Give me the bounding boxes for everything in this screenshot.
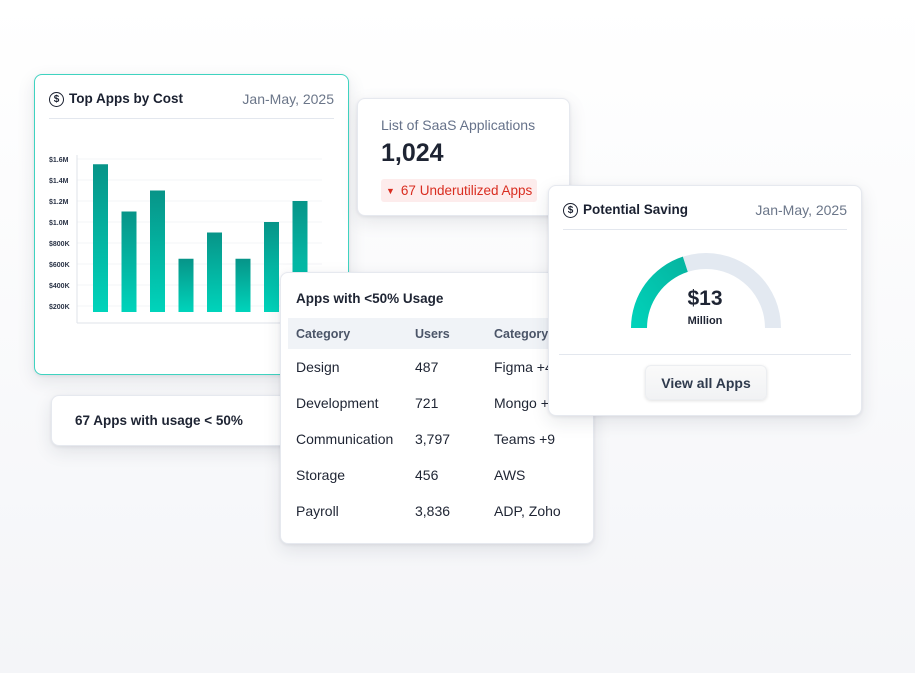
table-cell: 721 [415, 395, 439, 411]
table-cell: Teams +9 [494, 431, 556, 447]
card-header: $ Top Apps by Cost Jan-May, 2025 [49, 91, 334, 119]
date-range: Jan-May, 2025 [755, 202, 847, 218]
bar[interactable] [121, 211, 137, 313]
y-tick-label: $1.0M [49, 220, 69, 227]
table-cell: AWS [494, 467, 526, 483]
cost-bar-chart: $200K $400K $600K $800K $1.0M $1.2M $1.4M $1.6M [49, 155, 322, 324]
bar[interactable] [235, 258, 251, 312]
saas-label: List of SaaS Applications [381, 117, 536, 133]
dollar-circle-icon: $ [49, 92, 64, 107]
summary-text: 67 Apps with usage < 50% [75, 413, 243, 428]
top-apps-by-cost-card: $ Top Apps by Cost Jan-May, 2025 $200K $40… [34, 74, 349, 375]
apps-usage-summary[interactable]: 67 Apps with usage < 50% [51, 395, 296, 446]
bar[interactable] [264, 222, 279, 312]
y-tick-label: $200K [49, 304, 70, 311]
saas-applications-card: List of SaaS Applications 1,024 ▼ 67 Unde… [357, 98, 570, 216]
usage-table-card: Apps with <50% Usage Category Users Cate… [280, 272, 594, 544]
saving-unit: Million [687, 315, 723, 327]
table-cell: 3,836 [415, 503, 451, 519]
table-row[interactable]: Communication 3,797 Teams +9 [288, 421, 593, 457]
usage-title: Apps with <50% Usage [296, 291, 444, 306]
potential-saving-card: $ Potential Saving Jan-May, 2025 $13 Mill… [548, 185, 862, 416]
divider [559, 354, 851, 355]
table-cell: Design [296, 359, 340, 375]
table-cell: 3,797 [415, 431, 451, 447]
y-tick-label: $400K [49, 283, 70, 290]
column-header: Category [288, 318, 407, 349]
bar[interactable] [93, 164, 108, 312]
bar[interactable] [150, 190, 165, 313]
badge-text: 67 Underutilized Apps [400, 183, 533, 198]
usage-table: Category Users Category Design 487 Figma +… [288, 318, 593, 529]
table-cell: Mongo + [494, 395, 549, 411]
table-cell: Figma +4 [494, 359, 553, 375]
table-cell: 487 [415, 359, 439, 375]
table-row[interactable]: Development 721 Mongo + [288, 385, 593, 421]
card-header: $ Potential Saving Jan-May, 2025 [563, 202, 847, 230]
column-header: Users [407, 318, 486, 349]
table-cell: 456 [415, 467, 439, 483]
table-cell: Development [296, 395, 379, 411]
card-title: Top Apps by Cost [69, 91, 183, 106]
table-cell: Communication [296, 431, 394, 447]
table-cell: ADP, Zoho [494, 503, 561, 519]
bar[interactable] [207, 232, 222, 313]
table-cell: Payroll [296, 503, 339, 519]
date-range: Jan-May, 2025 [242, 91, 334, 107]
saving-amount: $13 [687, 287, 723, 310]
table-cell: Storage [296, 467, 346, 483]
dollar-circle-icon: $ [563, 203, 578, 218]
underutilized-badge[interactable]: ▼ 67 Underutilized Apps [381, 179, 538, 202]
saas-count: 1,024 [381, 139, 444, 167]
saving-gauge [631, 253, 781, 328]
y-tick-label: $1.2M [49, 199, 69, 206]
card-title: Potential Saving [583, 202, 689, 217]
gauge-fill [631, 256, 688, 328]
table-row[interactable]: Payroll 3,836 ADP, Zoho [288, 493, 593, 529]
y-tick-label: $800K [49, 241, 70, 248]
bar[interactable] [178, 258, 194, 312]
view-all-apps-button[interactable]: View all Apps [645, 365, 767, 400]
y-tick-label: $1.6M [49, 157, 69, 164]
y-tick-label: $600K [49, 262, 70, 269]
table-row[interactable]: Storage 456 AWS [288, 457, 593, 493]
table-row[interactable]: Design 487 Figma +4 [288, 349, 593, 385]
caret-down-icon: ▼ [386, 185, 395, 196]
y-tick-label: $1.4M [49, 178, 69, 185]
